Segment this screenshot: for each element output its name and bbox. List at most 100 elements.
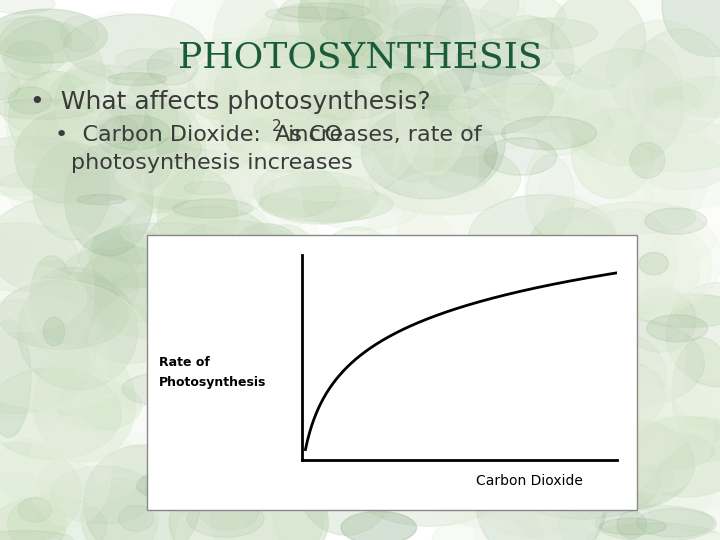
Ellipse shape — [658, 77, 720, 117]
Ellipse shape — [554, 201, 720, 316]
Ellipse shape — [157, 136, 202, 162]
Ellipse shape — [645, 208, 707, 234]
Ellipse shape — [234, 224, 297, 267]
Ellipse shape — [478, 84, 575, 122]
Ellipse shape — [390, 211, 460, 322]
Ellipse shape — [654, 82, 701, 112]
Ellipse shape — [17, 285, 99, 359]
Ellipse shape — [39, 288, 79, 361]
Ellipse shape — [483, 291, 577, 338]
Ellipse shape — [78, 230, 183, 288]
Ellipse shape — [58, 249, 138, 321]
Ellipse shape — [160, 144, 204, 196]
Ellipse shape — [349, 4, 492, 68]
Ellipse shape — [0, 421, 86, 484]
Ellipse shape — [627, 39, 683, 151]
Ellipse shape — [290, 350, 375, 367]
Ellipse shape — [611, 119, 720, 172]
Ellipse shape — [503, 195, 629, 324]
Ellipse shape — [57, 381, 141, 430]
Ellipse shape — [662, 0, 720, 57]
Ellipse shape — [295, 260, 404, 365]
Ellipse shape — [348, 83, 434, 212]
Ellipse shape — [0, 17, 71, 56]
Ellipse shape — [333, 270, 480, 360]
Ellipse shape — [232, 76, 418, 201]
Ellipse shape — [309, 227, 405, 342]
Ellipse shape — [432, 518, 528, 540]
Ellipse shape — [299, 0, 379, 64]
Ellipse shape — [544, 386, 689, 468]
Ellipse shape — [392, 8, 451, 68]
Ellipse shape — [599, 341, 685, 469]
Ellipse shape — [571, 96, 612, 163]
Ellipse shape — [510, 388, 662, 505]
Ellipse shape — [551, 0, 646, 89]
Ellipse shape — [0, 496, 107, 540]
Ellipse shape — [180, 427, 256, 437]
Ellipse shape — [572, 109, 654, 198]
Ellipse shape — [477, 449, 606, 540]
Ellipse shape — [148, 348, 243, 373]
Ellipse shape — [625, 288, 696, 352]
Ellipse shape — [558, 319, 704, 407]
Ellipse shape — [340, 360, 486, 453]
Ellipse shape — [639, 253, 668, 275]
Ellipse shape — [634, 137, 720, 190]
Ellipse shape — [480, 0, 565, 38]
Ellipse shape — [271, 423, 310, 453]
Ellipse shape — [163, 48, 261, 120]
Ellipse shape — [339, 239, 364, 265]
Ellipse shape — [84, 445, 200, 540]
Ellipse shape — [0, 136, 92, 188]
Ellipse shape — [65, 144, 153, 256]
Ellipse shape — [541, 197, 581, 282]
Ellipse shape — [240, 415, 330, 496]
Ellipse shape — [484, 138, 557, 176]
Ellipse shape — [110, 304, 158, 411]
Ellipse shape — [663, 134, 720, 260]
Ellipse shape — [413, 369, 480, 393]
Ellipse shape — [127, 150, 262, 216]
Ellipse shape — [356, 359, 531, 494]
Ellipse shape — [376, 7, 531, 90]
Text: Carbon Dioxide: Carbon Dioxide — [476, 474, 583, 488]
Ellipse shape — [0, 99, 93, 119]
Ellipse shape — [311, 355, 351, 428]
Ellipse shape — [117, 152, 300, 200]
Ellipse shape — [418, 449, 546, 526]
Ellipse shape — [0, 300, 95, 413]
Ellipse shape — [364, 248, 433, 314]
Ellipse shape — [164, 282, 211, 376]
Ellipse shape — [50, 466, 156, 524]
Ellipse shape — [259, 186, 393, 222]
Ellipse shape — [511, 242, 606, 322]
Ellipse shape — [630, 143, 665, 178]
Ellipse shape — [322, 43, 438, 150]
Ellipse shape — [302, 0, 389, 66]
Ellipse shape — [405, 434, 427, 446]
Ellipse shape — [361, 106, 497, 199]
Ellipse shape — [393, 118, 479, 214]
Ellipse shape — [277, 296, 396, 374]
Ellipse shape — [412, 314, 545, 362]
Ellipse shape — [0, 21, 105, 138]
Ellipse shape — [449, 85, 597, 132]
Ellipse shape — [0, 443, 81, 540]
Ellipse shape — [213, 0, 285, 87]
Ellipse shape — [633, 426, 720, 533]
Ellipse shape — [444, 354, 541, 418]
Ellipse shape — [169, 470, 328, 540]
Ellipse shape — [281, 346, 391, 441]
Ellipse shape — [593, 443, 673, 511]
Ellipse shape — [9, 87, 51, 114]
Text: Rate of: Rate of — [159, 356, 210, 369]
Ellipse shape — [381, 380, 462, 413]
Ellipse shape — [630, 416, 720, 463]
Ellipse shape — [205, 144, 303, 278]
Ellipse shape — [302, 356, 407, 464]
Ellipse shape — [65, 12, 173, 102]
Ellipse shape — [587, 523, 720, 540]
Ellipse shape — [138, 159, 194, 209]
Ellipse shape — [426, 0, 546, 109]
